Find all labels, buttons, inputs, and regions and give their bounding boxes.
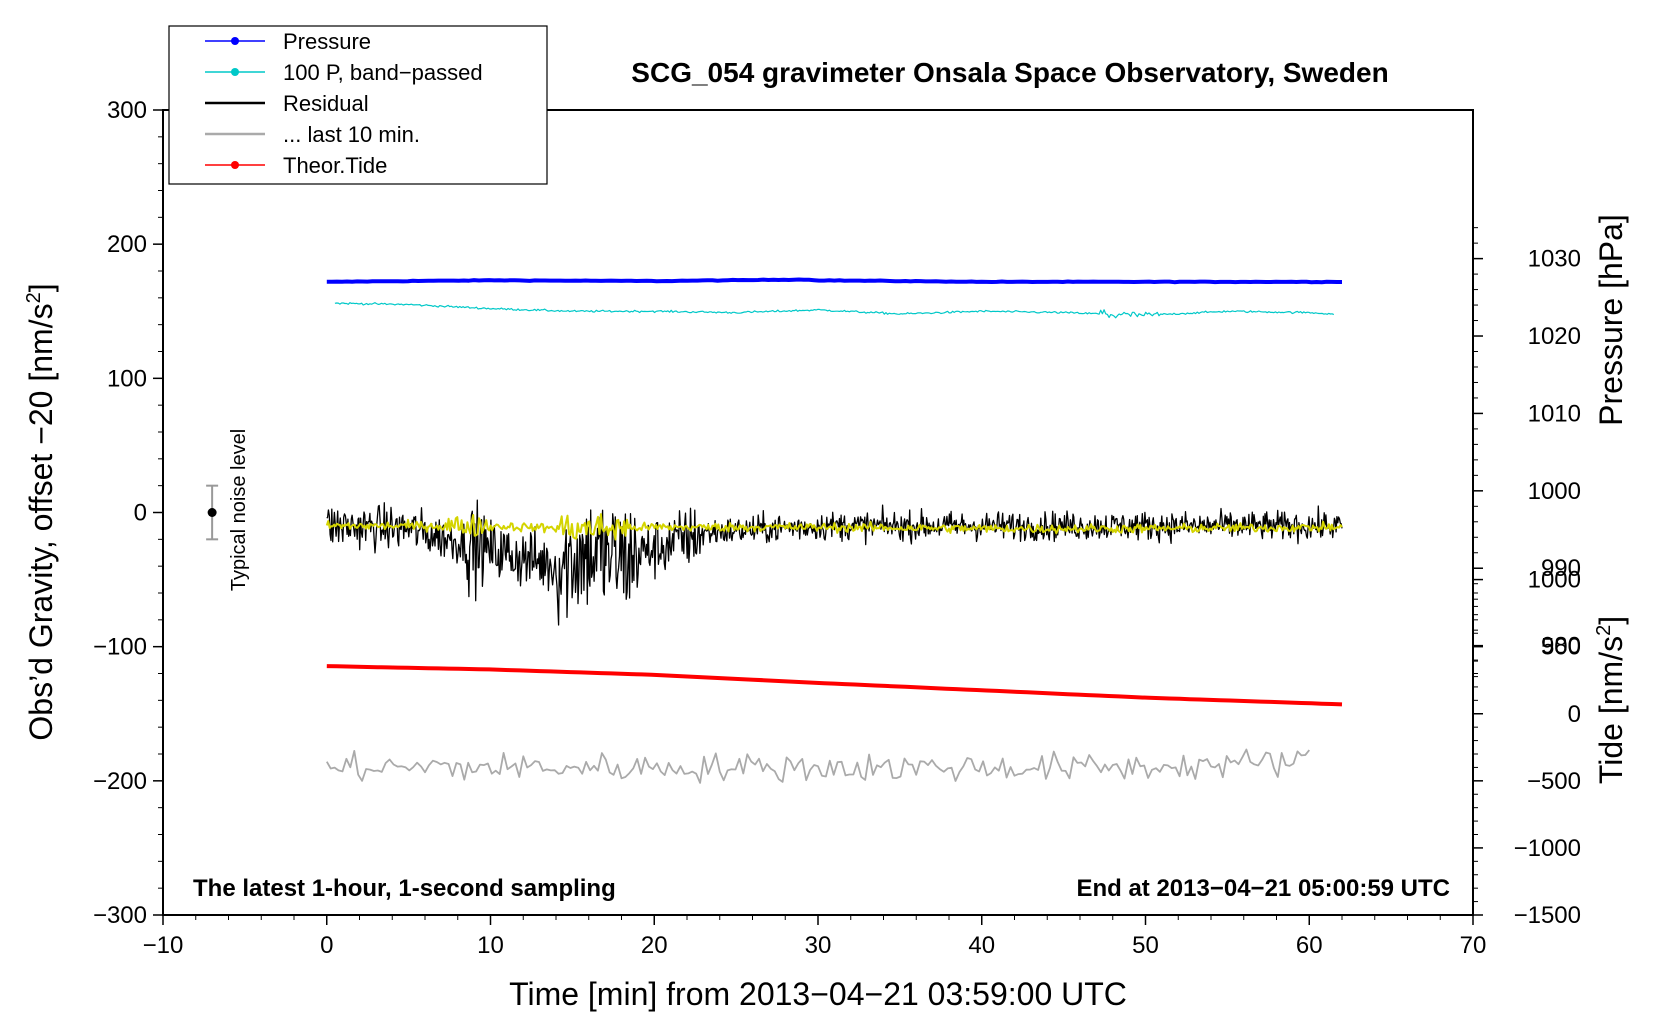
legend-swatch-marker — [231, 37, 239, 45]
pressure-tick-label: 990 — [1541, 555, 1581, 582]
series-layer — [325, 277, 1343, 784]
tide-tick-label: −1500 — [1514, 902, 1581, 929]
legend-box — [168, 25, 548, 185]
legend-label: Theor.Tide — [283, 153, 387, 178]
plot-frame — [162, 109, 1474, 916]
tide-axis-label: Tide [nm/s2] — [1593, 616, 1629, 784]
pressure-axis-label: Pressure [hPa] — [1593, 214, 1629, 426]
y-tick-label: 200 — [107, 231, 147, 258]
series-line-residual — [326, 499, 1343, 626]
tide-axis-label-sup: 2 — [1593, 625, 1615, 636]
x-tick-label: 60 — [1296, 932, 1323, 959]
series-line-residual-filtered — [325, 513, 1343, 541]
legend: Pressure 100 P, band−passed Residual ... la… — [168, 25, 548, 185]
tide-tick-label: 1000 — [1528, 567, 1581, 594]
series-line-100-p-band-passed — [334, 302, 1335, 319]
chart-title: SCG_054 gravimeter Onsala Space Observat… — [631, 57, 1388, 88]
pressure-tick-label: 980 — [1541, 633, 1581, 660]
y-tick-label: 0 — [134, 500, 147, 527]
y-axis-label-end: ] — [23, 283, 59, 292]
x-tick-label: 30 — [805, 932, 832, 959]
noise-bar-group — [206, 484, 219, 541]
sampling-annotation: The latest 1-hour, 1-second sampling — [193, 875, 616, 902]
pressure-tick-label: 1030 — [1528, 246, 1581, 273]
legend-swatch-marker — [231, 68, 239, 76]
tide-axis-label-end: ] — [1593, 616, 1629, 625]
end-time-annotation: End at 2013−04−21 05:00:59 UTC — [1076, 875, 1450, 902]
y-axis-label: Obs’d Gravity, offset −20 [nm/s2] — [23, 283, 59, 740]
x-tick-label: 0 — [320, 932, 333, 959]
legend-label: Residual — [283, 91, 369, 116]
x-tick-label: 20 — [641, 932, 668, 959]
y-tick-label: −300 — [93, 902, 147, 929]
pressure-tick-label: 1010 — [1528, 400, 1581, 427]
legend-label: 100 P, band−passed — [283, 60, 483, 85]
pressure-tick-label: 1020 — [1528, 323, 1581, 350]
tide-tick-label: 500 — [1541, 634, 1581, 661]
noise-level-label: Typical noise level — [228, 429, 250, 591]
legend-label: ... last 10 min. — [283, 122, 420, 147]
axes-layer: −10 0 10 20 30 40 50 60 70−300−200−1000100200300… — [93, 97, 1581, 959]
x-tick-label: 40 — [968, 932, 995, 959]
legend-swatch-marker — [231, 161, 239, 169]
y-axis-label-sup: 2 — [23, 292, 45, 303]
tide-tick-label: 0 — [1568, 701, 1581, 728]
x-tick-label: 70 — [1460, 932, 1487, 959]
tide-tick-label: −500 — [1527, 768, 1581, 795]
y-tick-label: −100 — [93, 634, 147, 661]
y-tick-label: 100 — [107, 365, 147, 392]
series-line-last-10-min — [326, 748, 1310, 784]
pressure-tick-label: 1000 — [1528, 478, 1581, 505]
y-axis-label-main: Obs’d Gravity, offset −20 [nm/s — [23, 303, 59, 740]
y-tick-label: −200 — [93, 768, 147, 795]
x-tick-label: 10 — [477, 932, 504, 959]
noise-bar-center — [207, 508, 217, 517]
tide-tick-label: −1000 — [1514, 835, 1581, 862]
x-tick-label: −10 — [143, 932, 184, 959]
x-tick-label: 50 — [1132, 932, 1159, 959]
y-tick-label: 300 — [107, 97, 147, 124]
legend-label: Pressure — [283, 29, 371, 54]
x-axis-label: Time [min] from 2013−04−21 03:59:00 UTC — [509, 976, 1127, 1012]
series-line-theor-tide — [326, 664, 1343, 707]
series-line-pressure — [326, 277, 1342, 285]
tide-axis-label-main: Tide [nm/s — [1593, 636, 1629, 784]
